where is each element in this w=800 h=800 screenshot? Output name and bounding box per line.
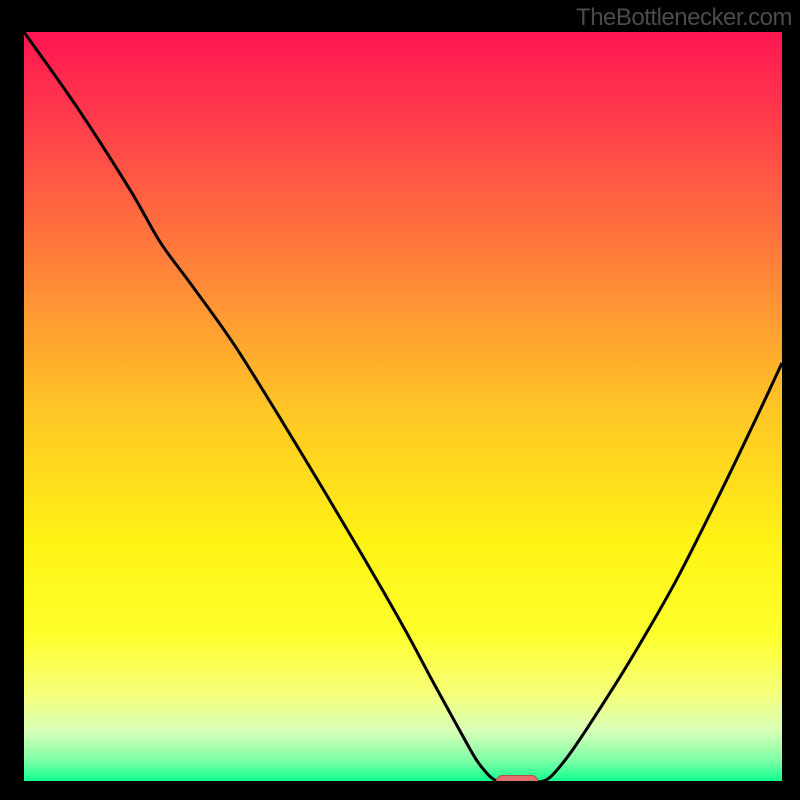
curve-path: [24, 32, 782, 782]
attribution-text: TheBottlenecker.com: [576, 4, 792, 32]
chart-plot-area: [24, 32, 782, 784]
x-axis-line: [24, 781, 782, 784]
bottleneck-curve: [24, 32, 782, 784]
